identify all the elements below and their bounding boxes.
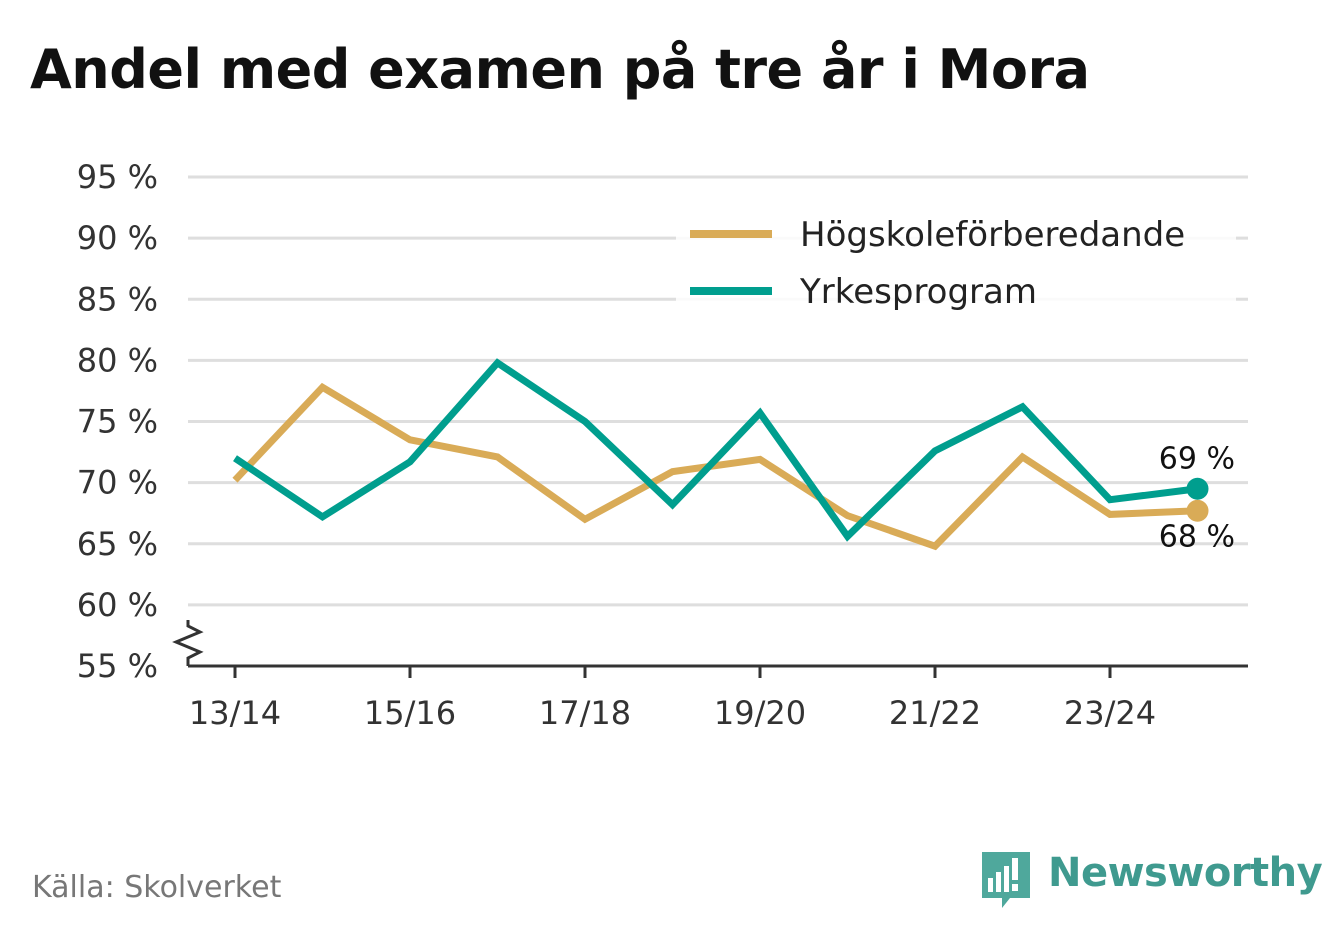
end-labels: 68 % 69 % (1159, 442, 1235, 555)
y-axis-tick-labels: 95 % 90 % 85 % 80 % 75 % 70 % 65 % 60 % 55 % (77, 158, 158, 685)
series-lines (232, 358, 1209, 551)
x-tick-label: 17/18 (539, 694, 631, 732)
legend-label: Yrkesprogram (799, 272, 1037, 312)
y-tick-label: 60 % (77, 586, 158, 624)
brand-name: Newsworthy (1048, 850, 1322, 896)
y-tick-label: 70 % (77, 464, 158, 502)
y-tick-label: 95 % (77, 158, 158, 196)
brand-logo[interactable]: Newsworthy (980, 848, 1322, 912)
end-marker-1 (1186, 477, 1209, 500)
legend-label: Högskoleförberedande (800, 215, 1185, 255)
x-tick-label: 21/22 (889, 694, 981, 732)
x-tick-label: 19/20 (714, 694, 806, 732)
newsworthy-logo-icon (982, 852, 1030, 908)
end-label-0: 68 % (1159, 520, 1235, 555)
x-axis (172, 620, 1248, 668)
y-tick-label: 55 % (77, 647, 158, 685)
x-tick-label: 15/16 (364, 694, 456, 732)
y-tick-label: 80 % (77, 341, 158, 379)
source-note: Källa: Skolverket (32, 870, 282, 905)
series-line-0 (232, 382, 1198, 551)
x-axis-tick-labels: 13/14 15/16 17/18 19/20 21/22 23/24 (189, 666, 1156, 732)
y-tick-label: 85 % (77, 280, 158, 318)
end-label-1: 69 % (1159, 442, 1235, 477)
legend: Högskoleförberedande Yrkesprogram (676, 205, 1236, 312)
x-tick-label: 13/14 (189, 694, 281, 732)
axis-break-icon (172, 620, 204, 666)
y-tick-label: 75 % (77, 403, 158, 441)
chart-title: Andel med examen på tre år i Mora (30, 38, 1090, 101)
y-tick-label: 65 % (77, 525, 158, 563)
series-line-1 (233, 358, 1198, 542)
x-tick-label: 23/24 (1064, 694, 1156, 732)
y-tick-label: 90 % (77, 219, 158, 257)
end-marker-0 (1186, 499, 1209, 522)
